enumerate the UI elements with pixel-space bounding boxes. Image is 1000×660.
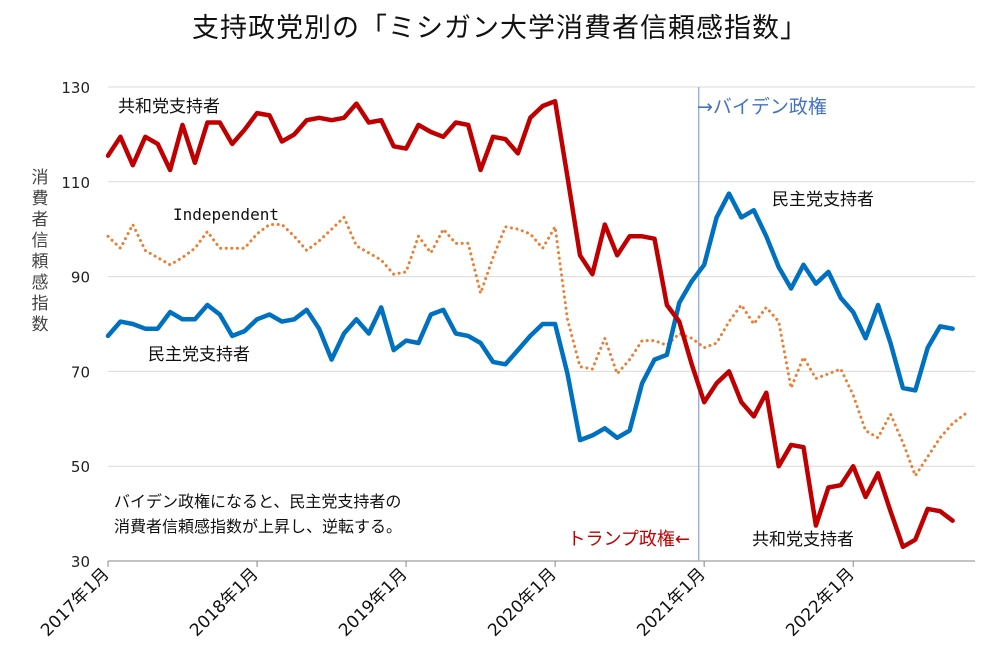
series-label-republican: 共和党支持者: [118, 97, 220, 117]
annotation-note-line1: バイデン政権になると、民主党支持者の: [114, 492, 401, 511]
series-line-democrat: [105, 191, 955, 443]
y-tick-label: 50: [71, 458, 90, 476]
series-label-independent: Independent: [173, 205, 279, 224]
x-tick-label: 2018年1月: [186, 564, 262, 640]
y-tick-label: 30: [71, 553, 90, 571]
annotation-biden: →バイデン政権: [697, 96, 827, 118]
x-tick-label: 2017年1月: [37, 564, 113, 640]
x-tick-label: 2022年1月: [782, 564, 858, 640]
series-label-democrat-right: 民主党支持者: [772, 190, 874, 210]
y-tick-label: 130: [61, 79, 90, 97]
series-label-democrat: 民主党支持者: [148, 345, 250, 365]
chart-title: 支持政党別の「ミシガン大学消費者信頼感指数」: [192, 13, 808, 44]
x-tick-label: 2021年1月: [633, 564, 709, 640]
x-tick-label: 2020年1月: [484, 564, 560, 640]
y-tick-label: 90: [71, 269, 90, 287]
annotation-note-line2: 消費者信頼感指数が上昇し、逆転する。: [114, 517, 402, 536]
y-axis-label: 消費者信頼感指数: [31, 168, 49, 335]
y-tick-label: 70: [71, 363, 90, 381]
series-label-republican-bottom: 共和党支持者: [752, 530, 854, 550]
y-tick-label: 110: [61, 174, 90, 192]
series-line-independent: [106, 215, 967, 478]
x-tick-label: 2019年1月: [335, 564, 411, 640]
series-line-republican: [105, 98, 955, 550]
annotation-trump: トランプ政権←: [567, 529, 690, 550]
